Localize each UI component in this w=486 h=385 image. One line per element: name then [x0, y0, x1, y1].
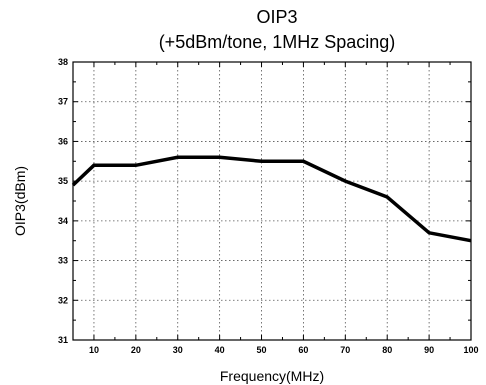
- x-tick-label: 40: [215, 345, 225, 355]
- x-tick-label: 60: [298, 345, 308, 355]
- y-tick-label: 35: [58, 176, 68, 186]
- series-layer: [71, 155, 472, 243]
- x-tick-label: 80: [382, 345, 392, 355]
- grid: [73, 62, 471, 340]
- x-tick-label: 70: [340, 345, 350, 355]
- chart-title: OIP3: [256, 7, 297, 27]
- y-tick-label: 33: [58, 256, 68, 266]
- x-tick-label: 30: [173, 345, 183, 355]
- x-tick-label: 20: [131, 345, 141, 355]
- chart-subtitle: (+5dBm/tone, 1MHz Spacing): [159, 32, 396, 52]
- x-tick-label: 10: [89, 345, 99, 355]
- series-line-0: [71, 155, 472, 243]
- y-axis-label: OIP3(dBm): [12, 166, 28, 236]
- x-tick-label: 50: [257, 345, 267, 355]
- x-axis-label: Frequency(MHz): [220, 368, 324, 384]
- y-tick-label: 32: [58, 295, 68, 305]
- y-tick-label: 37: [58, 97, 68, 107]
- y-tick-label: 34: [58, 216, 68, 226]
- y-tick-label: 36: [58, 136, 68, 146]
- x-tick-label: 90: [424, 345, 434, 355]
- plot-frame: [72, 61, 472, 341]
- x-tick-label: 100: [463, 345, 478, 355]
- y-tick-label: 38: [58, 57, 68, 67]
- y-tick-label: 31: [58, 335, 68, 345]
